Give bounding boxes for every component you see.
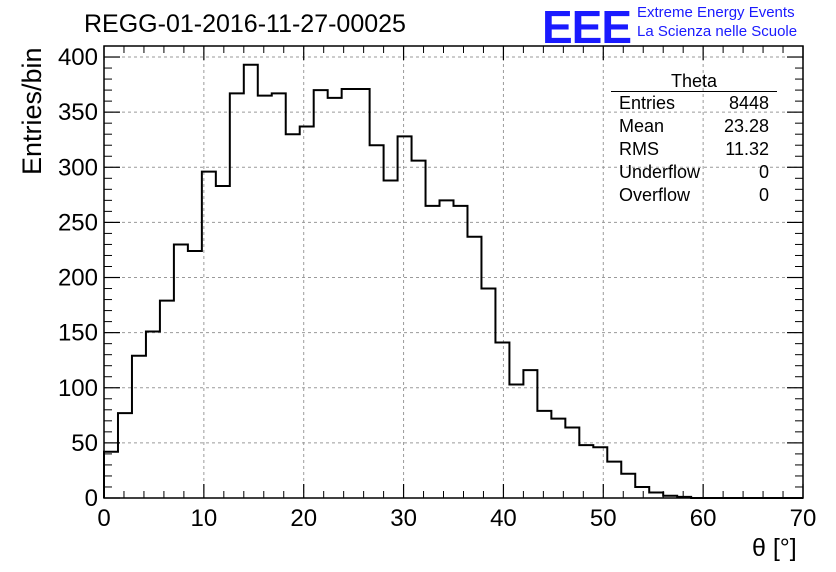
stats-label: Underflow [619, 162, 701, 182]
histogram-bar [370, 145, 384, 498]
histogram-bar [426, 206, 440, 498]
histogram-bar [565, 427, 579, 498]
histogram-bar [635, 487, 649, 498]
histogram-bar [481, 289, 495, 498]
stats-label: Mean [619, 116, 665, 136]
histogram-bar [342, 89, 356, 498]
stats-label: RMS [619, 139, 659, 159]
stats-label: Overflow [619, 185, 691, 205]
histogram-bar [579, 445, 593, 498]
stats-row-overflow: Overflow 0 [611, 184, 777, 207]
stats-row-mean: Mean 23.28 [611, 115, 777, 138]
histogram-bar [230, 93, 244, 498]
histogram-bar [174, 244, 188, 498]
stats-label: Entries [619, 93, 676, 113]
histogram-bar [593, 447, 607, 498]
histogram-bar [523, 370, 537, 498]
chart-title: REGG-01-2016-11-27-00025 [84, 10, 406, 38]
stats-value: 0 [758, 185, 769, 205]
y-tick-label: 200 [58, 265, 98, 292]
histogram-bar [258, 96, 272, 498]
histogram-bar [412, 161, 426, 498]
plot-frame [103, 45, 804, 499]
histogram-bar [244, 65, 258, 498]
y-tick-label: 250 [58, 209, 98, 236]
histogram-bar [160, 301, 174, 498]
x-tick-label: 40 [490, 505, 517, 532]
histogram-outline [103, 63, 803, 499]
histogram-bar [440, 200, 454, 498]
histogram-bar [300, 126, 314, 498]
stats-title: Theta [611, 72, 777, 92]
stats-value: 8448 [728, 93, 769, 113]
eee-logo: EEE [542, 1, 632, 53]
histogram-bar [398, 136, 412, 498]
logo-line-1: Extreme Energy Events [637, 4, 795, 21]
x-tick-label: 20 [290, 505, 317, 532]
histogram-bar [146, 332, 160, 498]
histogram-bar [328, 98, 342, 498]
x-tick-label: 10 [191, 505, 218, 532]
y-tick-label: 0 [85, 485, 98, 512]
x-tick-label: 50 [590, 505, 617, 532]
histogram-bar [118, 413, 132, 498]
histogram-bar [454, 206, 468, 498]
stats-value: 11.32 [725, 139, 769, 159]
histogram-bar [104, 452, 118, 498]
x-tick-label: 0 [97, 505, 110, 532]
histogram-bar [509, 384, 523, 498]
y-tick-label: 100 [58, 375, 98, 402]
x-tick-label: 60 [690, 505, 717, 532]
y-tick-label: 350 [58, 99, 98, 126]
x-axis-label: θ [°] [752, 534, 797, 562]
histogram-bar [272, 93, 286, 498]
stats-row-underflow: Underflow 0 [611, 161, 777, 184]
y-tick-label: 400 [58, 44, 98, 71]
histogram-bar [356, 89, 370, 498]
histogram-bar [551, 419, 565, 498]
histogram-bar [467, 237, 481, 498]
stats-row-rms: RMS 11.32 [611, 138, 777, 161]
histogram-bar [286, 134, 300, 498]
y-axis-label: Entries/bin [17, 47, 47, 175]
histogram-bar [314, 90, 328, 498]
logo-line-2: La Scienza nelle Scuole [637, 23, 798, 40]
x-tick-label: 30 [390, 505, 417, 532]
histogram-bar [495, 343, 509, 498]
histogram-bar [188, 251, 202, 498]
logo-caption: Extreme Energy Events La Scienza nelle S… [637, 3, 797, 41]
y-tick-label: 150 [58, 320, 98, 347]
stats-box: Theta Entries 8448 Mean 23.28 RMS 11.32 … [611, 72, 777, 207]
stats-value: 23.28 [723, 116, 769, 136]
histogram-bar [132, 356, 146, 498]
stats-value: 0 [758, 162, 769, 182]
histogram-bar [384, 180, 398, 498]
histogram-bar [216, 186, 230, 498]
histogram-bar [607, 462, 621, 498]
y-tick-label: 300 [58, 154, 98, 181]
x-tick-label: 70 [790, 505, 817, 532]
stats-row-entries: Entries 8448 [611, 92, 777, 115]
histogram-bar [537, 411, 551, 498]
y-tick-label: 50 [71, 430, 98, 457]
